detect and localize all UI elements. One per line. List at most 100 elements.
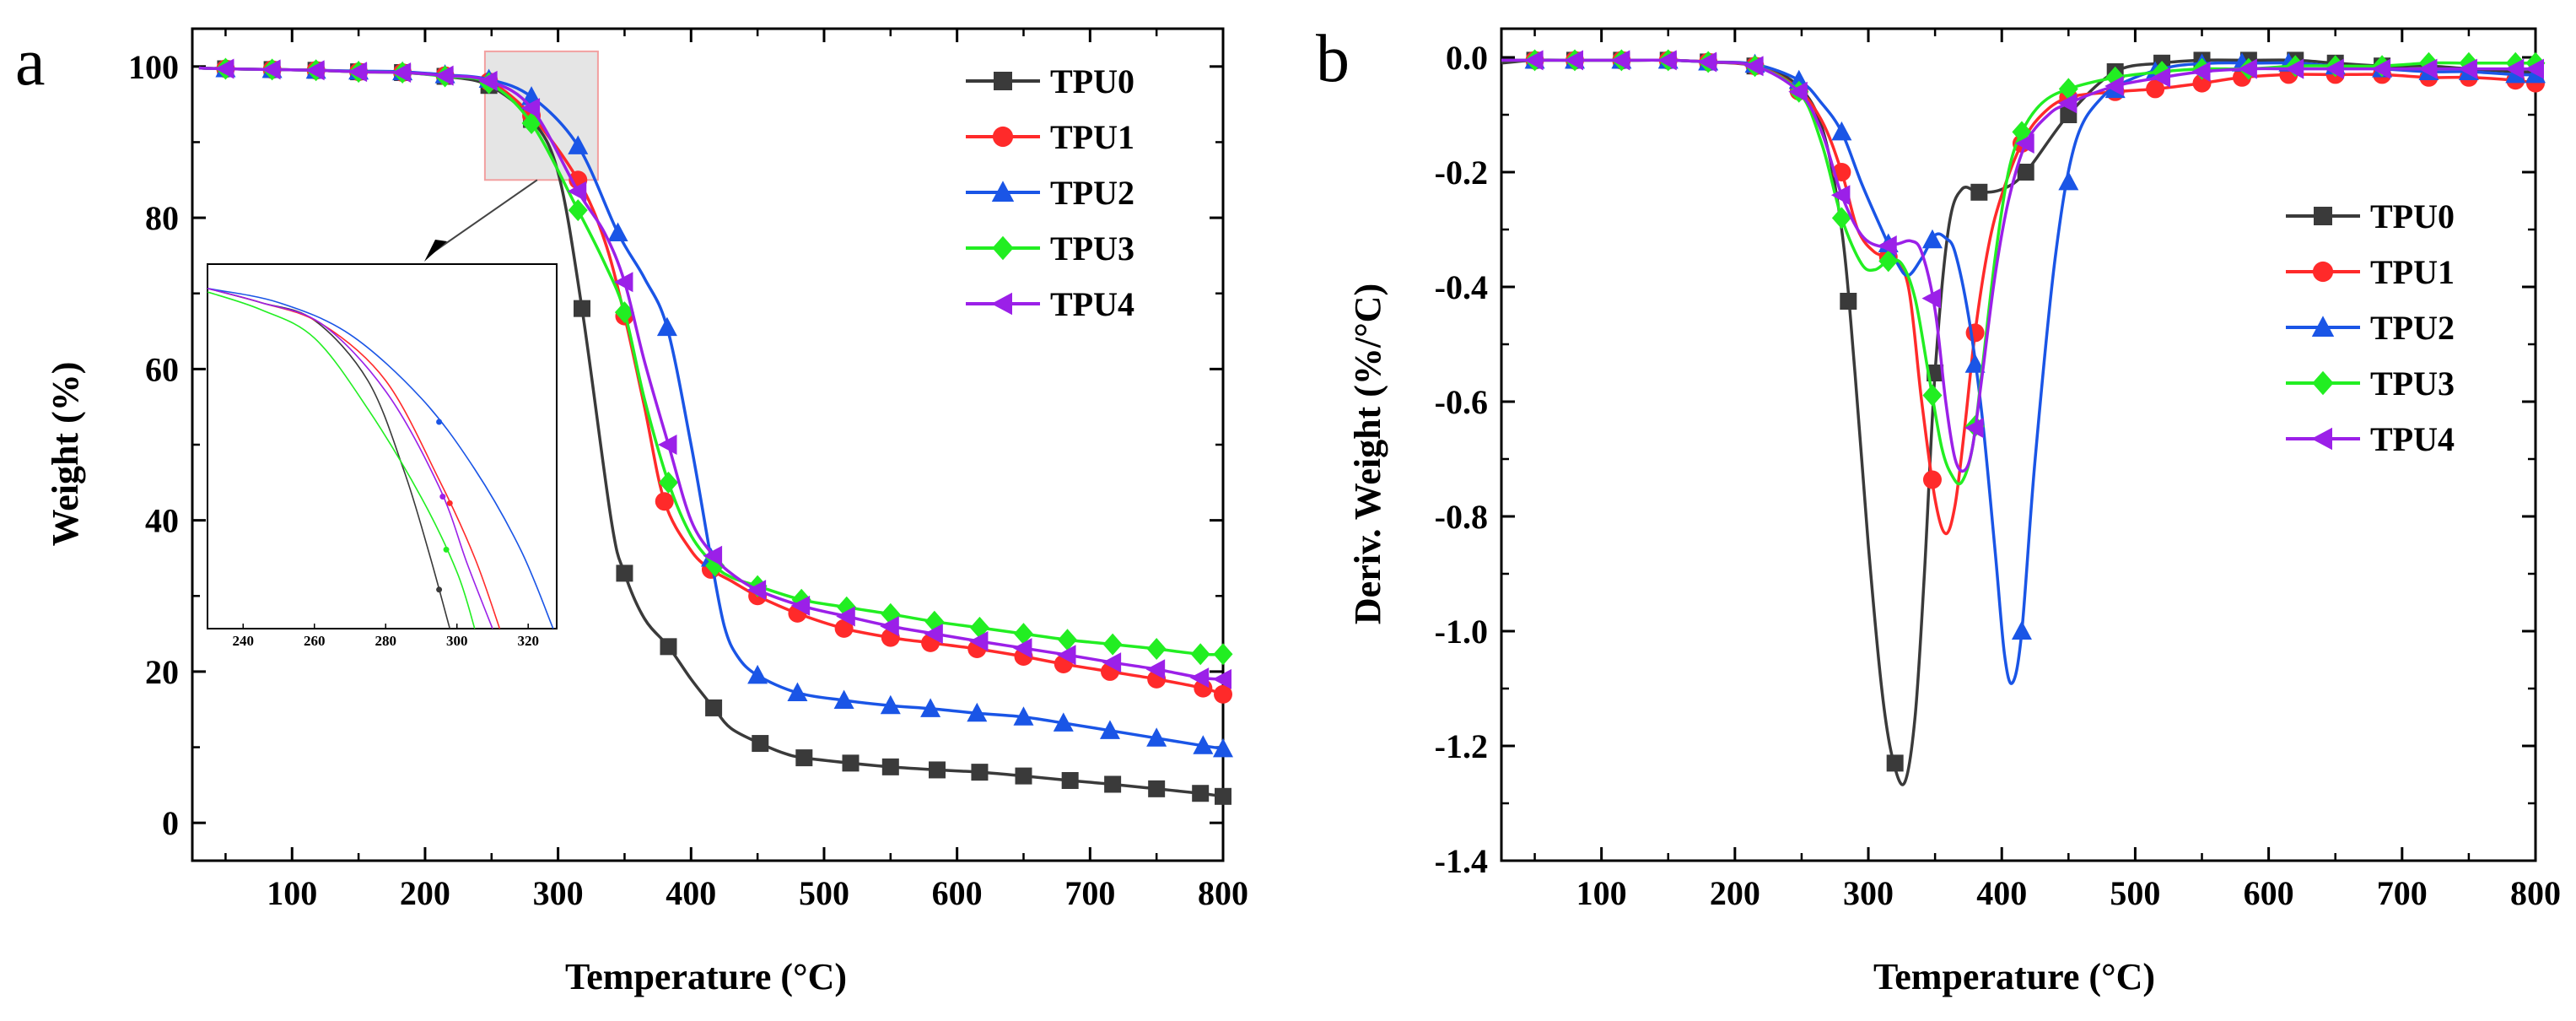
data-point-tpu4	[657, 435, 677, 455]
legend-label-tpu4: TPU4	[2370, 420, 2455, 458]
legend-label-tpu3: TPU3	[1050, 230, 1134, 267]
panel-a-series	[198, 57, 1233, 805]
data-point-tpu2	[880, 694, 901, 715]
panel-b-axes: 100 200 300 400 500 600 700 800 0.0 -0.2 -0.4 -0.6 -…	[1435, 27, 2561, 912]
data-point-tpu2	[833, 689, 854, 709]
data-point-tpu3	[1058, 629, 1078, 651]
y-tick-label: 100	[128, 48, 179, 86]
panel-a-axes: 100 200 300 400 500 600 700 800 0 20 40 60 80 100	[128, 27, 1248, 912]
data-point-tpu4	[567, 181, 587, 202]
legend-marker-tpu4	[2311, 427, 2332, 451]
data-point-tpu3	[1190, 643, 1210, 666]
data-point-tpu2	[568, 135, 589, 154]
data-point-tpu4	[746, 580, 767, 601]
data-point-tpu3	[1831, 207, 1851, 230]
data-point-tpu2	[787, 682, 808, 702]
data-point-tpu2	[1831, 121, 1852, 141]
legend-marker-tpu0	[2314, 207, 2332, 225]
data-point-tpu2	[1964, 354, 1986, 373]
data-point-tpu4	[2284, 58, 2304, 79]
x-tick-label: 200	[1710, 874, 1760, 912]
legend-marker-tpu0	[994, 72, 1012, 90]
data-point-tpu2	[1099, 720, 1120, 739]
x-tick-label: 600	[932, 874, 983, 912]
data-point-tpu0	[660, 638, 677, 656]
x-tick-label: 400	[1976, 874, 2027, 912]
legend-label-tpu1: TPU1	[1050, 118, 1134, 156]
series-line-tpu0	[1501, 58, 2536, 786]
panel-b-series	[1501, 49, 2546, 786]
data-point-tpu0	[1192, 785, 1210, 802]
data-point-tpu4	[1788, 81, 1808, 102]
legend-marker-tpu2	[991, 181, 1015, 202]
data-point-tpu3	[658, 471, 678, 494]
legend-marker-tpu1	[992, 126, 1014, 148]
data-point-tpu0	[1061, 771, 1079, 789]
data-point-tpu4	[613, 272, 633, 293]
x-tick-label: 100	[1576, 874, 1627, 912]
data-point-tpu0	[928, 761, 946, 779]
y-tick-label: -0.2	[1435, 154, 1488, 192]
data-point-tpu2	[1213, 737, 1233, 758]
panel-a-legend: TPU0 TPU1 TPU2 TPU3 TPU4	[966, 62, 1134, 323]
data-point-tpu3	[2058, 78, 2078, 100]
panel-b-derivative-chart: b 100 200 300 400 500 600 700 800 0.0 -0.2 -0.4 -0.…	[1316, 22, 2561, 997]
data-point-tpu4	[2525, 58, 2544, 79]
legend-label-tpu4: TPU4	[1050, 285, 1134, 323]
y-tick-label: -0.6	[1435, 383, 1488, 421]
data-point-tpu2	[607, 222, 628, 242]
data-point-tpu0	[1927, 365, 1944, 381]
data-point-tpu4	[924, 624, 943, 645]
x-tick-label: 800	[1198, 874, 1248, 912]
data-point-tpu4	[520, 98, 541, 119]
x-tick-label: 300	[533, 874, 584, 912]
x-tick-label: 100	[267, 874, 317, 912]
data-point-tpu4	[2238, 58, 2257, 79]
data-point-tpu4	[1012, 638, 1032, 659]
data-point-tpu4	[434, 65, 454, 86]
inset-x-tick-label: 260	[304, 633, 326, 649]
data-point-tpu2	[656, 316, 677, 337]
inset-highlight-region	[483, 50, 599, 181]
plot-frame	[1500, 27, 2537, 862]
data-point-tpu4	[2151, 67, 2171, 88]
y-tick-label: -0.8	[1435, 498, 1488, 536]
panel-a-y-axis-title: Weight (%)	[45, 362, 86, 547]
data-point-tpu3	[1878, 250, 1899, 273]
data-point-tpu0	[1215, 787, 1231, 805]
panel-b-legend: TPU0 TPU1 TPU2 TPU3 TPU4	[2286, 197, 2455, 458]
data-point-tpu1	[2146, 79, 2165, 99]
data-point-tpu0	[842, 754, 860, 772]
data-point-tpu4	[1610, 50, 1630, 71]
data-point-tpu4	[1697, 51, 1717, 73]
data-point-tpu3	[1922, 384, 1943, 407]
panel-b-x-axis-title: Temperature (°C)	[1873, 956, 2155, 997]
data-point-tpu4	[1564, 50, 1584, 71]
data-point-tpu4	[1964, 418, 1984, 439]
legend-label-tpu2: TPU2	[1050, 174, 1134, 212]
data-point-tpu2	[967, 702, 988, 722]
x-tick-label: 500	[2110, 874, 2160, 912]
data-point-tpu4	[1102, 652, 1122, 673]
y-tick-label: 60	[145, 350, 179, 388]
data-point-tpu0	[1148, 780, 1166, 797]
y-tick-label: 0.0	[1446, 39, 1488, 77]
data-point-tpu2	[1146, 727, 1167, 747]
data-point-tpu1	[1214, 684, 1232, 704]
legend-label-tpu0: TPU0	[1050, 62, 1134, 100]
legend-marker-tpu4	[991, 292, 1012, 316]
data-point-tpu2	[920, 698, 941, 717]
data-point-tpu2	[1053, 712, 1074, 732]
data-point-tpu0	[1015, 767, 1032, 785]
data-point-tpu4	[1830, 185, 1851, 206]
y-tick-label: 40	[145, 502, 179, 540]
legend-marker-tpu2	[2311, 316, 2335, 337]
inset-point-tpu4	[439, 494, 446, 500]
legend-label-tpu1: TPU1	[2370, 253, 2455, 291]
inset-frame	[207, 263, 558, 629]
data-point-tpu4	[1921, 288, 1941, 309]
inset-point-tpu0	[436, 586, 443, 593]
data-point-tpu3	[1102, 633, 1123, 656]
data-point-tpu4	[880, 616, 899, 637]
data-point-tpu4	[2191, 62, 2211, 82]
